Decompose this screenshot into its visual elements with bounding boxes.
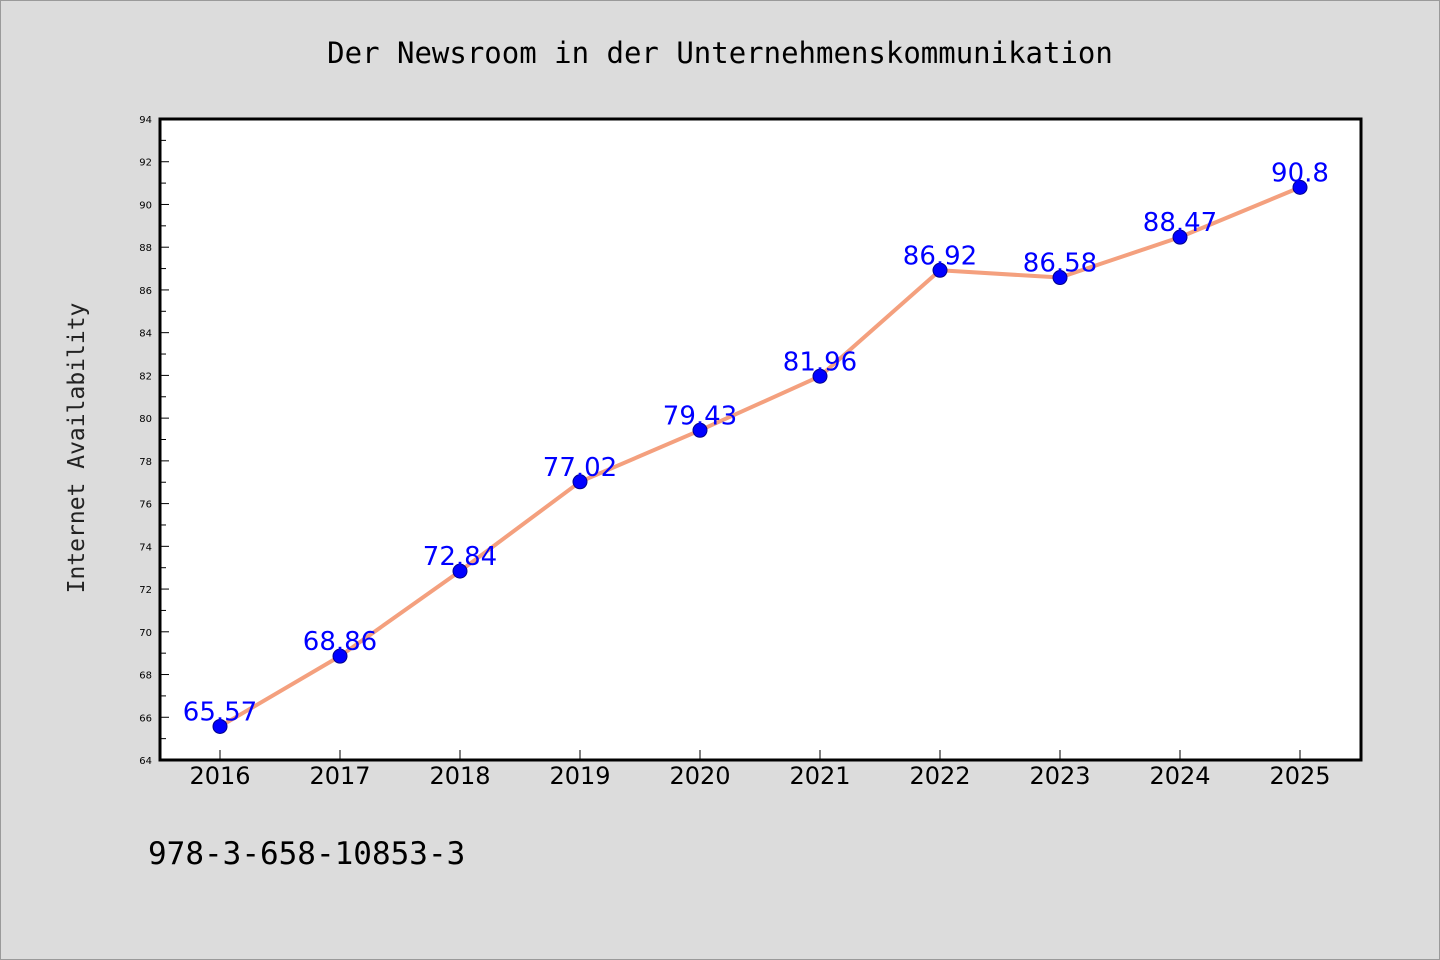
x-tick-label: 2019 [549,762,610,790]
x-tick-label: 2020 [669,762,730,790]
y-tick-label: 72 [139,585,152,596]
x-tick-label: 2017 [309,762,370,790]
data-labels: 65.57 68.86 72.84 77.02 79.43 81.96 86.92 86.58… [183,158,1329,727]
y-tick-label: 82 [139,371,152,382]
y-tick-label: 76 [139,500,152,511]
y-tick-label: 86 [139,286,152,297]
data-label: 88.47 [1143,208,1217,238]
y-tick-label: 74 [139,542,152,553]
x-tick-label: 2018 [429,762,490,790]
y-tick-label: 90 [139,200,152,211]
data-label: 72.84 [423,542,497,572]
y-tick-label: 64 [139,756,152,767]
x-tick-label: 2023 [1029,762,1090,790]
data-point [932,262,948,278]
data-label: 86.92 [903,241,977,271]
data-point [1292,179,1308,195]
series-line [218,185,1301,729]
data-label: 90.8 [1271,158,1329,188]
y-tick-label: 68 [139,671,152,682]
y-axis-label: Internet Availability [64,303,90,594]
data-label: 65.57 [183,697,257,727]
data-point [332,648,348,664]
data-point [572,474,588,490]
y-tick-label: 78 [139,457,152,468]
data-point [1172,229,1188,245]
y-tick-label: 80 [139,414,152,425]
data-label: 79.43 [663,401,737,431]
x-tick-label: 2025 [1269,762,1330,790]
data-point [1052,270,1068,286]
data-point [692,422,708,438]
data-point [812,368,828,384]
y-tick-label: 88 [139,243,152,254]
x-tick-label: 2024 [1149,762,1210,790]
x-tick-label: 2022 [909,762,970,790]
data-label: 77.02 [543,453,617,483]
data-point [452,563,468,579]
data-label: 68.86 [303,627,377,657]
data-markers [212,179,1308,734]
y-tick-label: 70 [139,628,152,639]
chart-title: Der Newsroom in der Unternehmenskommunik… [327,36,1113,70]
y-tick-label: 94 [139,115,152,126]
x-axis: 2016 2017 2018 2019 2020 2021 2022 2023 2024 2025 [189,750,1331,790]
data-label: 86.58 [1023,249,1097,279]
y-tick-label: 92 [139,158,152,169]
data-point [212,718,228,734]
y-axis: 64 66 68 70 72 74 76 78 80 82 84 86 88 90 92 94 [139,115,169,767]
x-tick-label: 2021 [789,762,850,790]
x-tick-label: 2016 [189,762,250,790]
data-label: 81.96 [783,347,857,377]
isbn-text: 978-3-658-10853-3 [148,836,465,872]
plot-area [158,117,1363,762]
y-tick-label: 66 [139,713,152,724]
y-tick-label: 84 [139,329,152,340]
